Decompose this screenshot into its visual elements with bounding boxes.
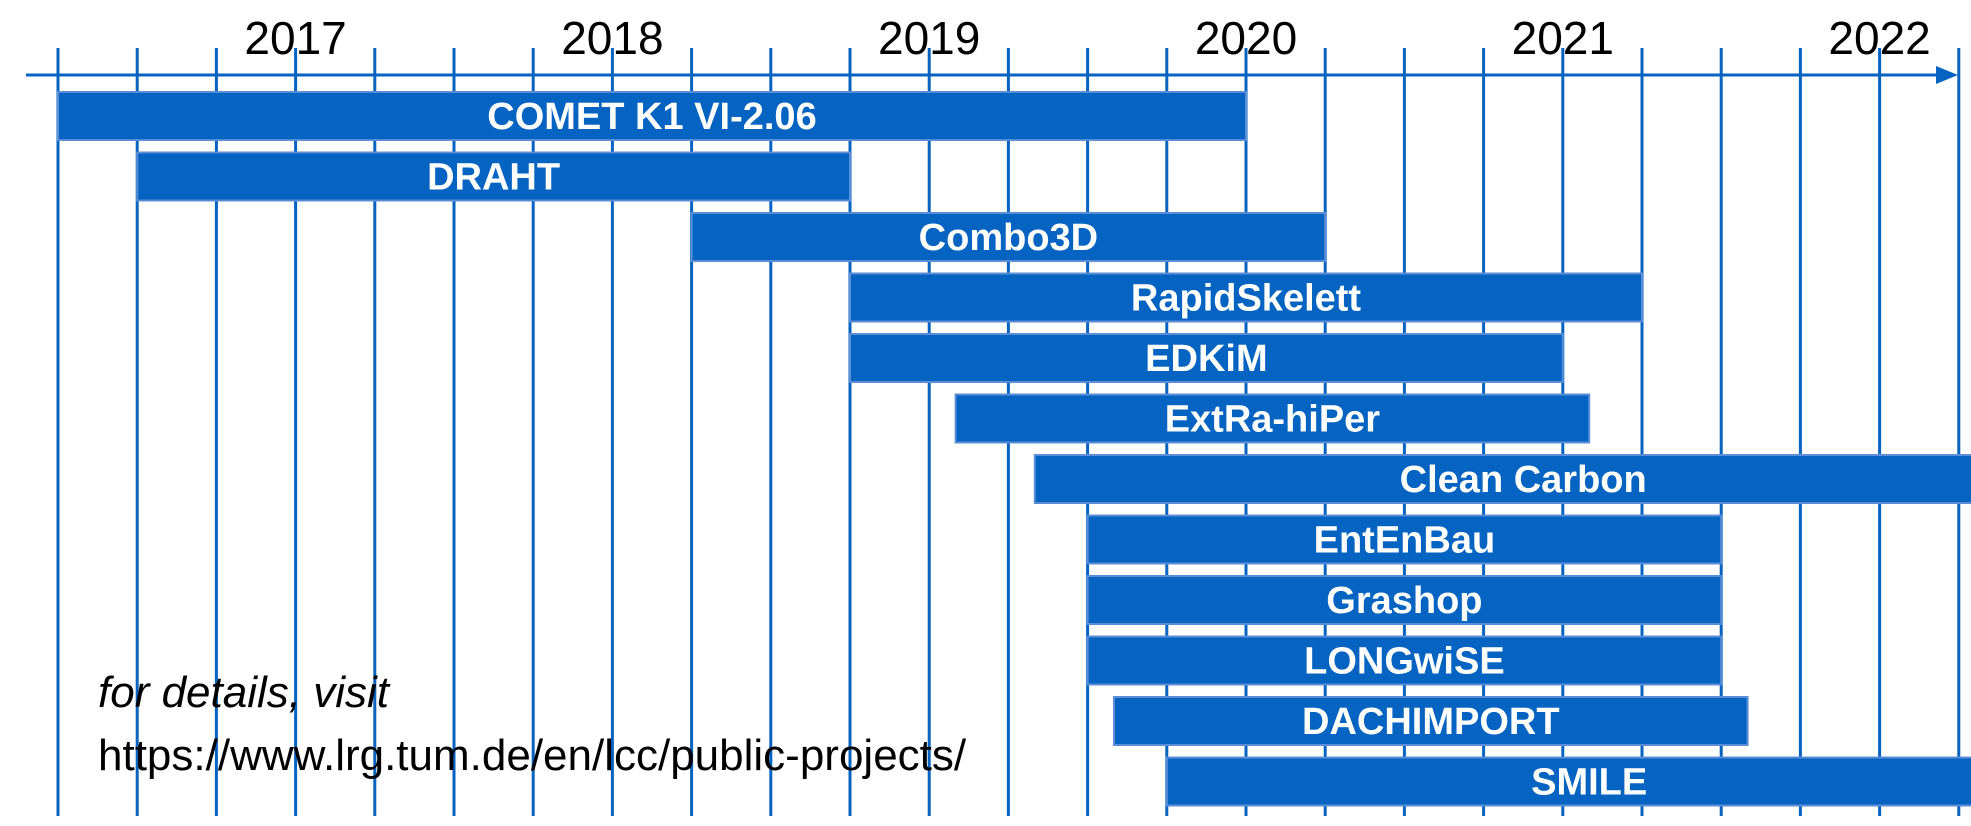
- project-bar-label: RapidSkelett: [1131, 278, 1362, 320]
- project-bar-label: DACHIMPORT: [1302, 701, 1560, 743]
- year-label: 2018: [561, 12, 663, 64]
- project-bar-label: DRAHT: [427, 157, 560, 199]
- year-label: 2021: [1512, 12, 1614, 64]
- project-bars: COMET K1 VI-2.06 DRAHT Combo3D RapidSkelett…: [57, 91, 1971, 807]
- details-url: https://www.lrg.tum.de/en/lcc/public-pro…: [98, 731, 967, 780]
- year-labels: 2017 2018 2019 2020 2021 2022: [244, 12, 1930, 64]
- project-bar: [57, 91, 1247, 141]
- project-bar-label: Combo3D: [919, 217, 1098, 259]
- year-label: 2022: [1828, 12, 1930, 64]
- project-bar: [1086, 514, 1723, 565]
- details-note: for details, visit: [98, 668, 389, 717]
- project-bar-label: Clean Carbon: [1400, 459, 1647, 501]
- time-axis: [26, 66, 1958, 84]
- project-bar-label: LONGwiSE: [1304, 641, 1505, 683]
- project-bar: [954, 393, 1591, 444]
- project-bar: [1113, 696, 1749, 746]
- project-bar-label: COMET K1 VI-2.06: [487, 96, 816, 138]
- project-bar: [849, 272, 1643, 323]
- axis-arrow: [1936, 66, 1958, 84]
- project-bar: [1086, 575, 1723, 625]
- project-bar: [1086, 635, 1723, 686]
- project-bar: [690, 212, 1327, 262]
- project-bar-label: EntEnBau: [1314, 520, 1496, 562]
- year-label: 2020: [1195, 12, 1297, 64]
- project-bar-label: SMILE: [1531, 762, 1647, 804]
- project-bar-label: EDKiM: [1145, 338, 1267, 380]
- project-bar: [1033, 454, 1971, 504]
- project-bar: [849, 333, 1564, 383]
- project-bar: [1165, 756, 1971, 807]
- project-bar-label: Grashop: [1326, 580, 1482, 622]
- project-bar: [136, 151, 851, 202]
- year-label: 2017: [244, 12, 346, 64]
- year-label: 2019: [878, 12, 980, 64]
- project-bar-label: ExtRa-hiPer: [1165, 399, 1381, 441]
